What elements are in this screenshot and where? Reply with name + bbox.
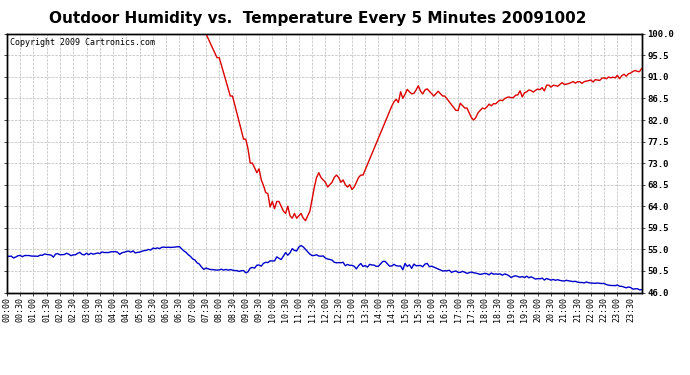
Text: Outdoor Humidity vs.  Temperature Every 5 Minutes 20091002: Outdoor Humidity vs. Temperature Every 5… <box>49 11 586 26</box>
Text: Copyright 2009 Cartronics.com: Copyright 2009 Cartronics.com <box>10 38 155 46</box>
